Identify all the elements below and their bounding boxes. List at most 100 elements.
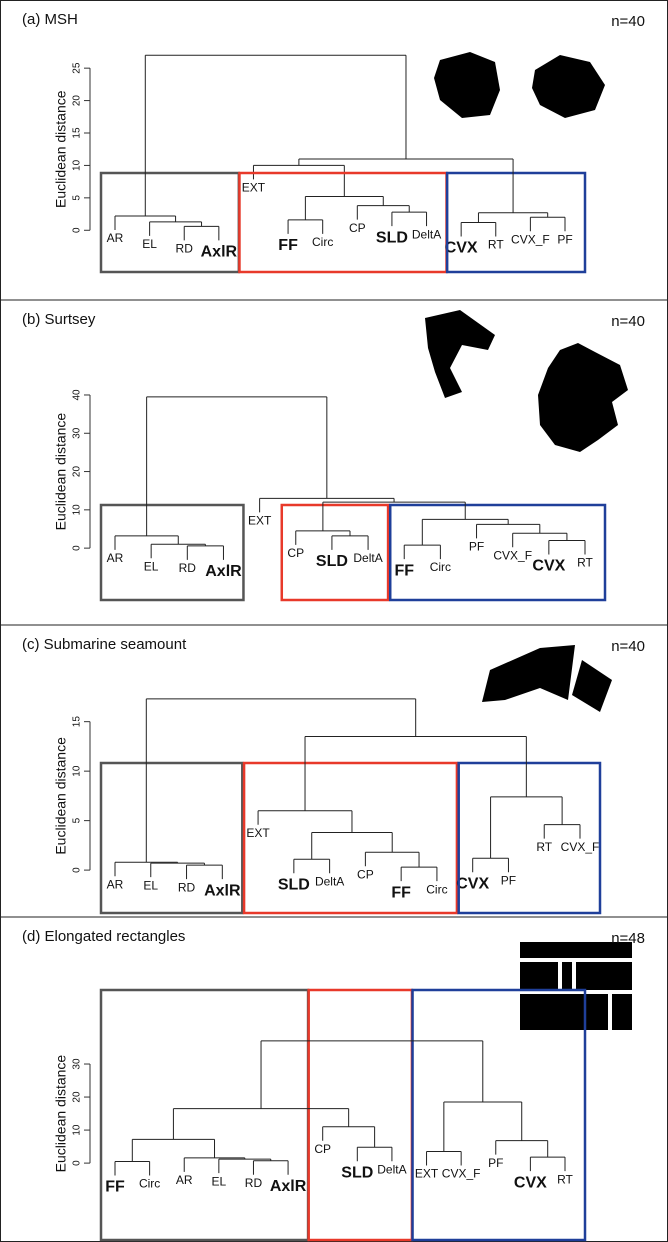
y-tick-label: 0 bbox=[72, 227, 83, 233]
dendrogram-link bbox=[311, 832, 393, 860]
dendrogram-link bbox=[114, 861, 179, 877]
y-tick-label: 20 bbox=[72, 466, 83, 478]
leaf-label: DeltA bbox=[377, 1162, 406, 1176]
dendrogram-link bbox=[403, 544, 441, 560]
cluster-box bbox=[445, 171, 587, 274]
cluster-box bbox=[99, 761, 244, 915]
panel-title: (b) Surtsey bbox=[22, 311, 96, 328]
particle-shape bbox=[425, 310, 495, 398]
dendrogram-link bbox=[114, 215, 177, 231]
leaf-label: RT bbox=[536, 840, 552, 854]
leaf-label: DeltA bbox=[412, 227, 441, 241]
leaf-label: EL bbox=[143, 878, 158, 892]
leaf-label: SLD bbox=[278, 876, 310, 893]
cluster-box bbox=[242, 761, 459, 915]
leaf-label: CP bbox=[314, 1142, 331, 1156]
leaf-label: RT bbox=[557, 1172, 573, 1186]
dendrogram-link bbox=[260, 1040, 484, 1109]
dendrogram-link bbox=[476, 523, 541, 539]
dendrogram-link bbox=[529, 216, 566, 232]
particle-shape bbox=[520, 942, 632, 958]
sample-count: n=40 bbox=[611, 313, 645, 330]
dendrogram-link bbox=[356, 1146, 393, 1162]
leaf-label: SLD bbox=[376, 229, 408, 246]
dendrogram-link bbox=[304, 196, 384, 220]
leaf-label: EL bbox=[212, 1174, 227, 1188]
shape-insets bbox=[425, 52, 632, 1030]
leaf-label: CP bbox=[357, 867, 374, 881]
y-tick-label: 5 bbox=[72, 817, 83, 823]
leaf-label: AR bbox=[107, 551, 124, 565]
leaf-label: FF bbox=[278, 237, 298, 254]
leaf-label: AxlR bbox=[204, 882, 241, 899]
dendrogram-link bbox=[529, 1156, 566, 1172]
leaf-label: FF bbox=[391, 884, 411, 901]
dendrogram-link bbox=[146, 396, 328, 536]
y-axis-label: Euclidean distance bbox=[53, 413, 69, 531]
cluster-box bbox=[307, 988, 414, 1242]
cluster-box bbox=[99, 503, 245, 602]
y-axis-label: Euclidean distance bbox=[53, 1055, 69, 1173]
leaf-label: DeltA bbox=[353, 551, 382, 565]
dendrogram-link bbox=[183, 225, 220, 241]
y-tick-label: 10 bbox=[72, 159, 83, 171]
panel-title: (c) Submarine seamount bbox=[22, 636, 187, 653]
cluster-box bbox=[99, 988, 310, 1242]
dendrogram-link bbox=[543, 824, 581, 839]
leaf-label: EXT bbox=[246, 826, 270, 840]
y-tick-label: 15 bbox=[72, 716, 83, 728]
dendrogram-link bbox=[114, 1160, 151, 1176]
dendrogram-link bbox=[298, 158, 514, 213]
leaf-label: AR bbox=[176, 1173, 193, 1187]
dendrogram-link bbox=[145, 698, 417, 863]
y-tick-label: 30 bbox=[72, 1058, 83, 1070]
y-tick-label: 40 bbox=[72, 389, 83, 401]
dendrogram-link bbox=[322, 501, 466, 531]
leaf-label: PF bbox=[501, 873, 516, 887]
y-tick-label: 5 bbox=[72, 195, 83, 201]
dendrogram-link bbox=[322, 1126, 376, 1148]
particle-shape bbox=[520, 962, 558, 990]
dendrogram-link bbox=[131, 1138, 216, 1162]
leaf-label: CVX bbox=[532, 558, 565, 575]
leaf-label: CVX_F bbox=[561, 840, 600, 854]
leaf-label: RD bbox=[245, 1176, 263, 1190]
cluster-box bbox=[388, 503, 607, 602]
cluster-box bbox=[238, 171, 448, 274]
dendrogram-link bbox=[252, 164, 345, 197]
panel-title: (d) Elongated rectangles bbox=[22, 928, 185, 945]
leaf-label: AR bbox=[107, 877, 124, 891]
dendrogram-link bbox=[257, 810, 353, 833]
dendrogram-link bbox=[252, 1160, 289, 1175]
leaf-label: PF bbox=[469, 540, 484, 554]
cluster-box bbox=[457, 761, 602, 915]
y-tick-label: 25 bbox=[72, 62, 83, 74]
leaf-label: RD bbox=[179, 561, 197, 575]
y-tick-label: 10 bbox=[72, 765, 83, 777]
dendrogram-link bbox=[426, 1151, 462, 1166]
leaf-label: AR bbox=[107, 231, 124, 245]
leaf-label: CP bbox=[287, 546, 304, 560]
particle-shape bbox=[576, 962, 632, 990]
sample-count: n=40 bbox=[611, 638, 645, 655]
leaf-label: Circ bbox=[139, 1177, 160, 1191]
dendrogram-link bbox=[443, 1101, 523, 1152]
leaf-label: Circ bbox=[426, 882, 447, 896]
dendrogram-link bbox=[293, 858, 331, 874]
dendrogram-link bbox=[150, 543, 206, 559]
dendrogram-link bbox=[460, 221, 497, 237]
dendrogram-link bbox=[495, 1140, 549, 1158]
dendrogram-link bbox=[259, 497, 395, 513]
leaf-label: FF bbox=[105, 1179, 125, 1196]
dendrogram-link bbox=[391, 211, 428, 227]
leaf-label: CVX bbox=[445, 240, 478, 257]
leaf-label: AxlR bbox=[205, 563, 242, 580]
dendrogram-link bbox=[477, 212, 549, 223]
dendrogram-link bbox=[472, 857, 509, 873]
leaf-label: CVX bbox=[456, 875, 489, 892]
leaf-label: AxlR bbox=[270, 1178, 307, 1195]
y-tick-label: 0 bbox=[72, 867, 83, 873]
leaf-label: RD bbox=[176, 242, 194, 256]
dendrogram-link bbox=[356, 205, 410, 220]
leaf-label: EL bbox=[144, 559, 159, 573]
